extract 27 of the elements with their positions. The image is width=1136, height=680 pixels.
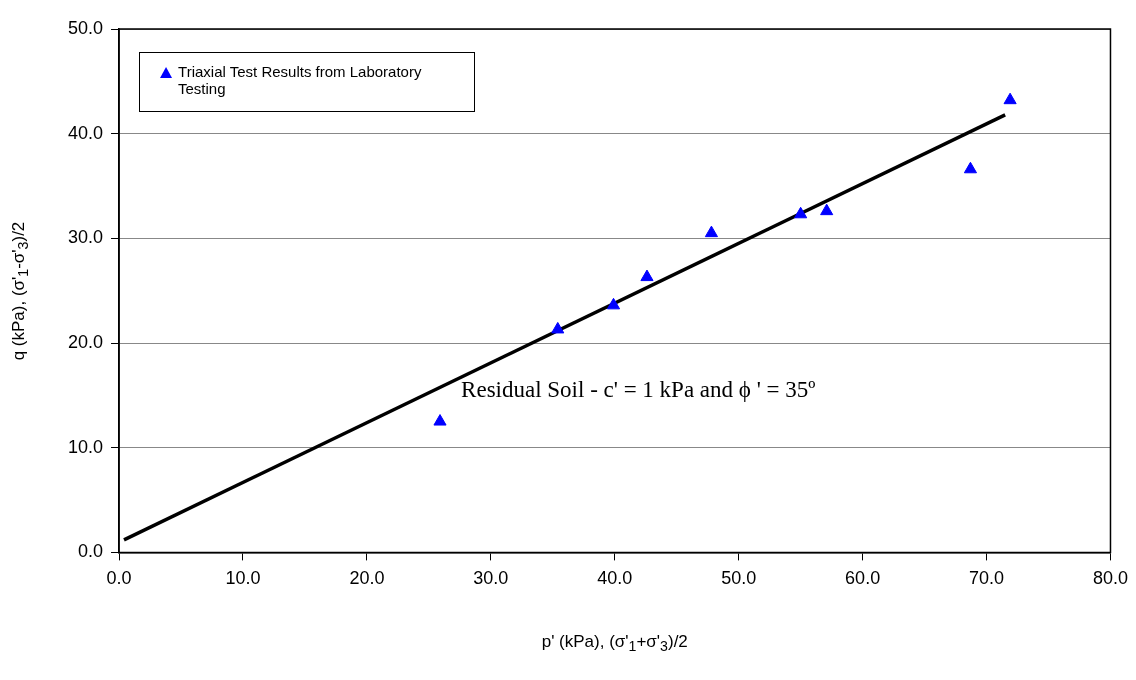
y-tick-label: 0.0	[78, 541, 104, 562]
point	[794, 206, 808, 219]
point	[606, 297, 621, 310]
x-tick-label: 50.0	[721, 568, 757, 589]
x-tick-label: 70.0	[969, 568, 1005, 589]
point	[820, 203, 834, 216]
legend-label: Triaxial Test Results from Laboratory Testing	[178, 63, 423, 97]
point	[640, 269, 654, 282]
x-tick-label: 40.0	[597, 568, 633, 589]
y-tick-label: 50.0	[67, 17, 104, 38]
x-tick-label: 10.0	[225, 568, 261, 589]
x-tick-label: 0.0	[106, 568, 132, 589]
y-tick-label: 20.0	[67, 332, 104, 353]
point	[1003, 92, 1017, 105]
x-tick-label: 20.0	[349, 568, 385, 589]
y-tick-label: 10.0	[67, 436, 104, 457]
y-tick-label: 40.0	[67, 122, 104, 143]
x-tick-label: 80.0	[1092, 568, 1129, 589]
point	[551, 321, 565, 334]
point	[704, 225, 718, 238]
annotation: Residual Soil - c' = 1 kPa and ϕ ' = 35º	[461, 377, 816, 404]
x-axis-title: p' (kPa), (σ'$_{1}$+σ'$_{3}$)/2	[541, 632, 688, 655]
y-tick-label: 30.0	[67, 227, 104, 248]
point	[963, 161, 977, 174]
point	[433, 414, 447, 426]
x-tick-label: 30.0	[473, 568, 509, 589]
x-tick-label: 60.0	[845, 568, 881, 589]
